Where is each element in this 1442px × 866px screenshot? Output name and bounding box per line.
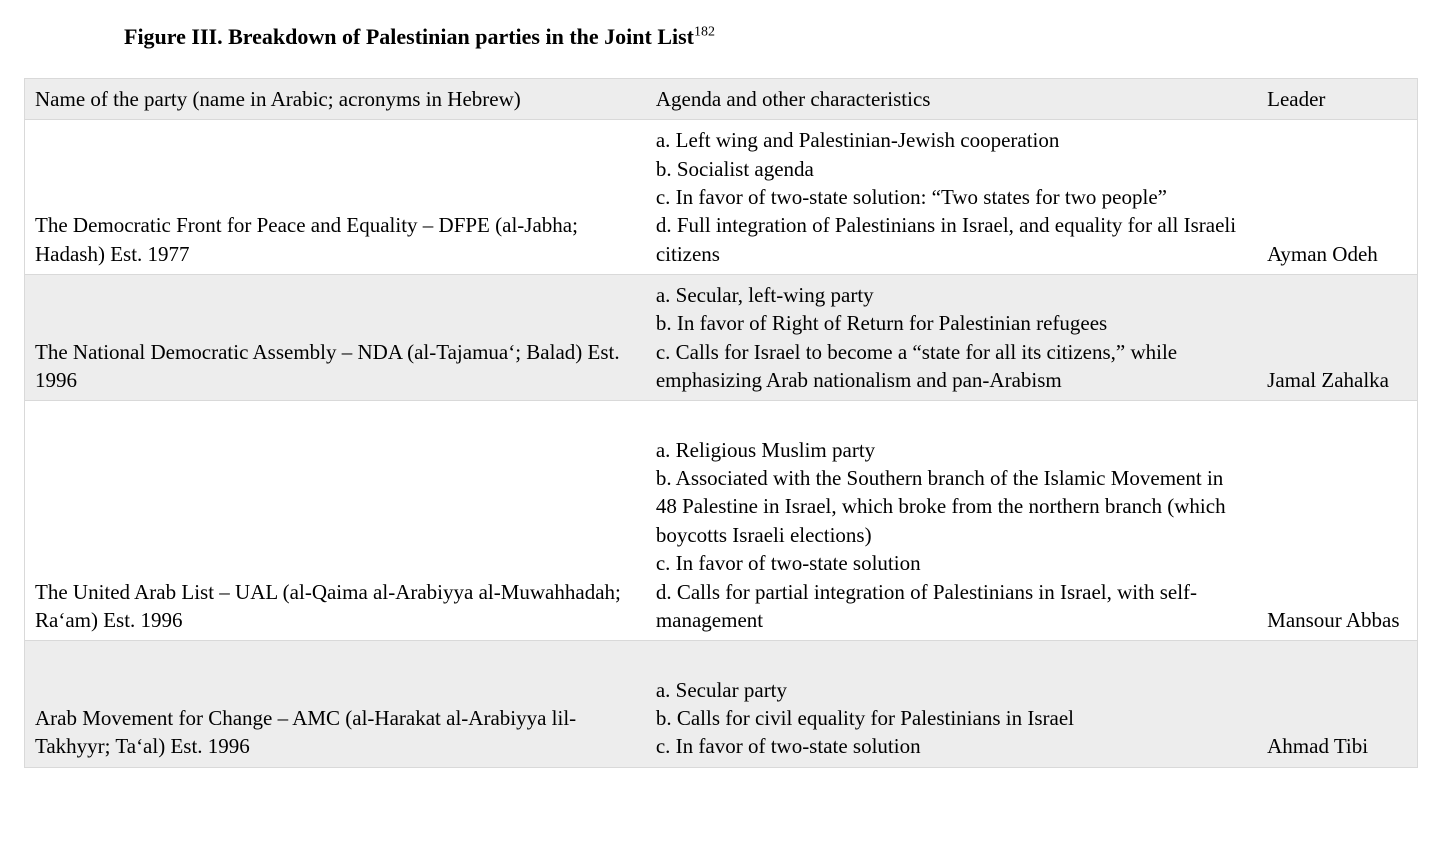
cell-leader: Ahmad Tibi bbox=[1257, 641, 1417, 767]
table-row: The United Arab List – UAL (al-Qaima al-… bbox=[25, 401, 1418, 641]
col-header-leader: Leader bbox=[1257, 79, 1417, 120]
cell-party: The United Arab List – UAL (al-Qaima al-… bbox=[25, 401, 646, 641]
cell-agenda: a. Left wing and Palestinian-Jewish coop… bbox=[646, 120, 1257, 275]
cell-agenda: a. Religious Muslim party b. Associated … bbox=[646, 401, 1257, 641]
col-header-party: Name of the party (name in Arabic; acron… bbox=[25, 79, 646, 120]
figure-footnote-number: 182 bbox=[694, 25, 715, 40]
cell-party: The National Democratic Assembly – NDA (… bbox=[25, 275, 646, 401]
table-row: The National Democratic Assembly – NDA (… bbox=[25, 275, 1418, 401]
cell-agenda: a. Secular party b. Calls for civil equa… bbox=[646, 641, 1257, 767]
col-header-agenda: Agenda and other characteristics bbox=[646, 79, 1257, 120]
cell-leader: Jamal Zahalka bbox=[1257, 275, 1417, 401]
table-header-row: Name of the party (name in Arabic; acron… bbox=[25, 79, 1418, 120]
table-row: The Democratic Front for Peace and Equal… bbox=[25, 120, 1418, 275]
cell-party: Arab Movement for Change – AMC (al-Harak… bbox=[25, 641, 646, 767]
parties-table: Name of the party (name in Arabic; acron… bbox=[24, 78, 1418, 768]
table-row: Arab Movement for Change – AMC (al-Harak… bbox=[25, 641, 1418, 767]
cell-leader: Mansour Abbas bbox=[1257, 401, 1417, 641]
figure-title-text: Figure III. Breakdown of Palestinian par… bbox=[124, 24, 694, 49]
cell-party: The Democratic Front for Peace and Equal… bbox=[25, 120, 646, 275]
figure-title: Figure III. Breakdown of Palestinian par… bbox=[124, 24, 1418, 50]
cell-agenda: a. Secular, left-wing party b. In favor … bbox=[646, 275, 1257, 401]
cell-leader: Ayman Odeh bbox=[1257, 120, 1417, 275]
